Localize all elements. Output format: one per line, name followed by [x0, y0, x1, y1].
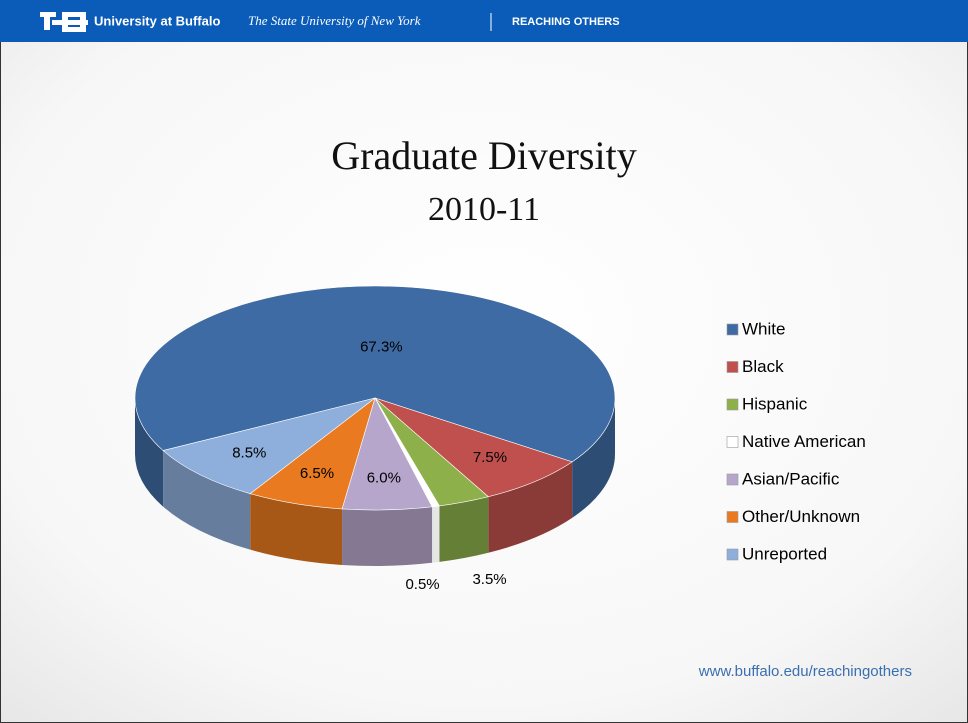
pie: 67.3% 7.5% 3.5% 0.5% 6.0% 6.5% 8.5%: [134, 285, 616, 593]
legend: White Black Hispanic Native American Asian/P…: [726, 319, 866, 563]
data-label: 8.5%: [232, 444, 266, 461]
slice-side: [439, 496, 489, 562]
tagline: REACHING OTHERS: [512, 16, 620, 28]
slice: [134, 285, 616, 463]
chart-subtitle: 2010-11: [428, 191, 540, 228]
legend-label: White: [742, 319, 785, 338]
legend-label: Asian/Pacific: [742, 469, 840, 488]
slice-side: [250, 493, 343, 565]
legend-swatch: [726, 323, 739, 336]
logo: [40, 12, 88, 32]
slice-side: [572, 398, 615, 518]
legend-label: Black: [742, 357, 784, 376]
legend-label: Native American: [742, 432, 866, 451]
slice: [162, 397, 376, 494]
data-label: 6.0%: [367, 470, 401, 487]
legend-label: Unreported: [742, 544, 827, 563]
system: The State University of New York: [248, 13, 421, 28]
legend-swatch: [726, 361, 739, 373]
legend-swatch: [726, 436, 739, 448]
footer-url: www.buffalo.edu/reachingothers: [698, 663, 912, 680]
slice: [374, 397, 573, 498]
data-label: 0.5%: [405, 576, 439, 593]
slice-side: [342, 506, 433, 566]
data-label: 3.5%: [472, 571, 506, 588]
chart-title: Graduate Diversity: [331, 133, 636, 178]
legend-swatch: [726, 511, 739, 523]
legend-swatch: [726, 473, 739, 486]
institution: University at Buffalo: [94, 13, 220, 28]
header-bar: [0, 0, 968, 42]
data-label: 6.5%: [300, 465, 334, 482]
slice-side: [432, 505, 440, 563]
slice-side: [163, 450, 251, 550]
slice-side: [488, 461, 573, 553]
data-label: 7.5%: [473, 449, 507, 466]
legend-swatch: [726, 398, 739, 411]
legend-swatch: [726, 548, 739, 561]
legend-label: Hispanic: [742, 394, 808, 413]
data-label: 67.3%: [360, 339, 403, 356]
legend-label: Other/Unknown: [742, 507, 860, 526]
